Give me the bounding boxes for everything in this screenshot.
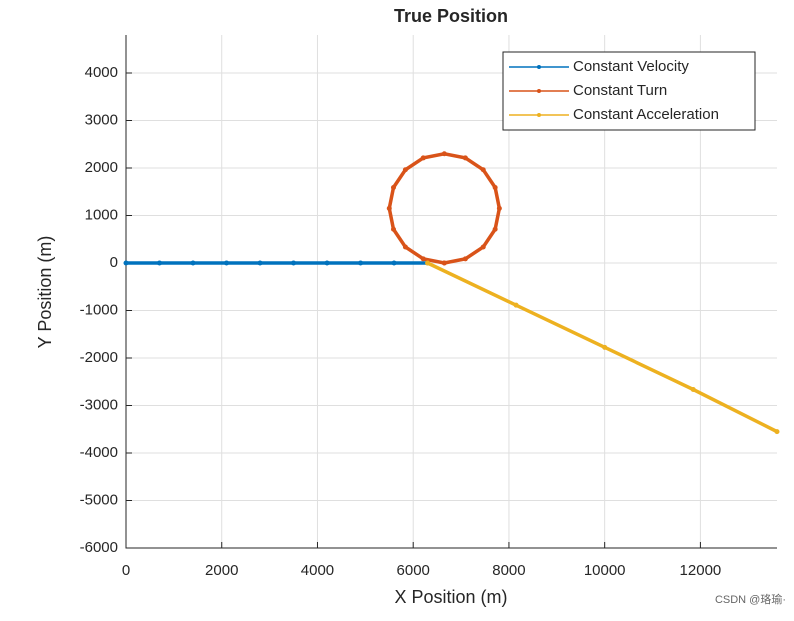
y-tick-label: -5000 [80,491,118,508]
point [441,260,447,266]
point [602,344,608,350]
x-tick-label: 8000 [492,562,525,579]
point [291,260,297,266]
legend-marker [537,65,541,69]
x-tick-label: 12000 [680,562,722,579]
point [690,386,696,392]
point [496,205,502,211]
y-tick-label: -2000 [80,349,118,366]
x-axis-label: X Position (m) [394,587,507,607]
axis-line [125,35,777,549]
point [462,256,468,262]
point [425,260,431,266]
point [390,226,396,232]
point [420,155,426,161]
point [480,244,486,250]
point [402,244,408,250]
point [774,429,780,435]
point [257,260,263,266]
legend-marker [537,113,541,117]
point [492,226,498,232]
point [462,155,468,161]
point [513,302,519,308]
y-tick-label: -1000 [80,301,118,318]
x-tick-label: 2000 [205,562,238,579]
point [390,184,396,190]
legend-marker [537,89,541,93]
x-tick-label: 10000 [584,562,626,579]
point [386,205,392,211]
x-tick-label: 6000 [397,562,430,579]
y-axis-label: Y Position (m) [35,236,55,349]
point [391,260,397,266]
point [358,260,364,266]
y-tick-label: -3000 [80,396,118,413]
x-tick-label: 4000 [301,562,334,579]
y-tick-label: -6000 [80,539,118,556]
x-tick-label: 0 [122,562,130,579]
y-tick-label: 1000 [85,206,118,223]
point [420,256,426,262]
watermark: CSDN @珞瑜· [715,592,786,606]
legend-label: Constant Turn [573,82,667,99]
y-tick-label: 3000 [85,111,118,128]
point [123,260,129,266]
legend-label: Constant Velocity [573,58,689,75]
point [224,260,230,266]
y-tick-label: 4000 [85,64,118,81]
legend-label: Constant Acceleration [573,106,719,123]
y-tick-label: 0 [110,254,118,271]
point [324,260,330,266]
point [480,167,486,173]
y-tick-label: -4000 [80,444,118,461]
point [402,167,408,173]
chart-title: True Position [394,6,508,26]
y-tick-label: 2000 [85,159,118,176]
point [441,151,447,157]
point [157,260,163,266]
point [190,260,196,266]
point [492,184,498,190]
